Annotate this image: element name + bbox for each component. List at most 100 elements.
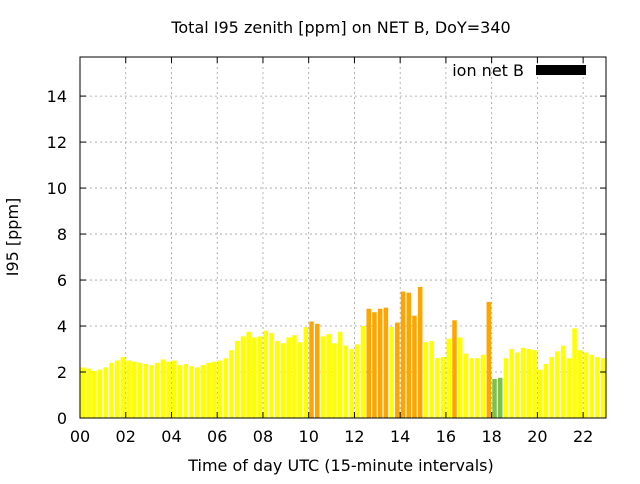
x-tick-label: 06	[207, 427, 227, 446]
bar	[417, 286, 423, 418]
bar	[269, 332, 274, 418]
bar	[366, 308, 371, 418]
bar	[515, 352, 520, 418]
x-tick-label: 12	[344, 427, 364, 446]
x-tick-label: 14	[390, 427, 410, 446]
bar	[172, 360, 177, 418]
bar	[446, 338, 452, 418]
bar	[303, 327, 309, 418]
y-tick-label: 6	[57, 271, 67, 290]
bar	[240, 336, 246, 418]
bar	[572, 328, 577, 418]
bar	[423, 342, 429, 418]
y-tick-label: 0	[57, 409, 67, 428]
x-tick-label: 04	[161, 427, 181, 446]
bar	[114, 360, 120, 418]
bar	[429, 340, 434, 418]
bar	[440, 357, 446, 418]
x-tick-label: 08	[253, 427, 273, 446]
bar	[355, 344, 360, 418]
bar	[257, 336, 263, 418]
bar	[509, 349, 514, 418]
bar	[337, 331, 343, 418]
bar	[412, 315, 417, 418]
bar	[200, 365, 206, 418]
bar	[395, 322, 400, 418]
bar	[383, 307, 389, 418]
x-tick-label: 16	[436, 427, 456, 446]
bar	[469, 358, 474, 418]
y-tick-label: 4	[57, 317, 67, 336]
bar	[475, 358, 480, 418]
bar	[189, 366, 194, 418]
bar	[589, 354, 594, 418]
x-tick-label: 00	[70, 427, 90, 446]
plot-frame	[79, 56, 607, 419]
bar	[406, 292, 412, 418]
bar	[583, 352, 589, 418]
bar	[160, 359, 166, 418]
bar	[263, 330, 269, 418]
bar	[526, 349, 532, 418]
bar	[183, 363, 189, 418]
bars	[80, 286, 606, 418]
bar	[480, 354, 486, 418]
bar	[234, 340, 240, 418]
bar	[206, 362, 211, 418]
bar	[92, 370, 97, 418]
bar	[578, 350, 583, 418]
bar	[154, 362, 160, 418]
bar	[452, 320, 457, 418]
y-tick-label: 14	[47, 87, 67, 106]
bar	[86, 368, 91, 418]
y-tick-label: 10	[47, 179, 67, 198]
bar	[595, 357, 600, 418]
x-tick-label: 18	[481, 427, 501, 446]
bar	[503, 358, 509, 418]
axis-ticks	[79, 57, 606, 419]
bar	[292, 335, 297, 418]
bar	[463, 353, 469, 418]
y-tick-label: 8	[57, 225, 67, 244]
bar	[566, 358, 572, 418]
bar	[297, 342, 303, 418]
y-tick-label: 2	[57, 363, 67, 382]
x-tick-label: 22	[573, 427, 593, 446]
bar	[332, 343, 337, 418]
bar	[132, 361, 137, 418]
bar	[486, 301, 492, 418]
bar	[274, 340, 280, 418]
bar	[252, 337, 257, 418]
bar	[109, 362, 114, 418]
bar	[549, 357, 554, 418]
bar	[400, 291, 406, 418]
bar	[600, 358, 606, 418]
bar	[520, 347, 526, 418]
x-tick-label: 20	[527, 427, 547, 446]
y-axis-label: I95 [ppm]	[3, 198, 22, 277]
chart-title: Total I95 zenith [ppm] on NET B, DoY=340	[170, 18, 510, 37]
bar	[217, 360, 223, 418]
x-axis-label: Time of day UTC (15-minute intervals)	[187, 456, 494, 475]
bar	[457, 337, 463, 418]
y-tick-label: 12	[47, 133, 67, 152]
x-tick-label: 10	[299, 427, 319, 446]
bar	[326, 334, 331, 418]
bar	[80, 367, 86, 418]
bar	[372, 312, 377, 418]
bar	[497, 377, 503, 418]
bar	[309, 321, 314, 418]
bar	[349, 349, 354, 418]
bar	[492, 378, 497, 418]
bar	[166, 361, 171, 418]
legend-label: ion net B	[452, 61, 524, 80]
bar	[560, 345, 566, 418]
legend-swatch	[536, 65, 586, 75]
bar	[103, 367, 108, 418]
bar	[543, 363, 549, 418]
bar	[223, 358, 229, 418]
bar	[143, 363, 149, 418]
bar	[555, 351, 560, 418]
